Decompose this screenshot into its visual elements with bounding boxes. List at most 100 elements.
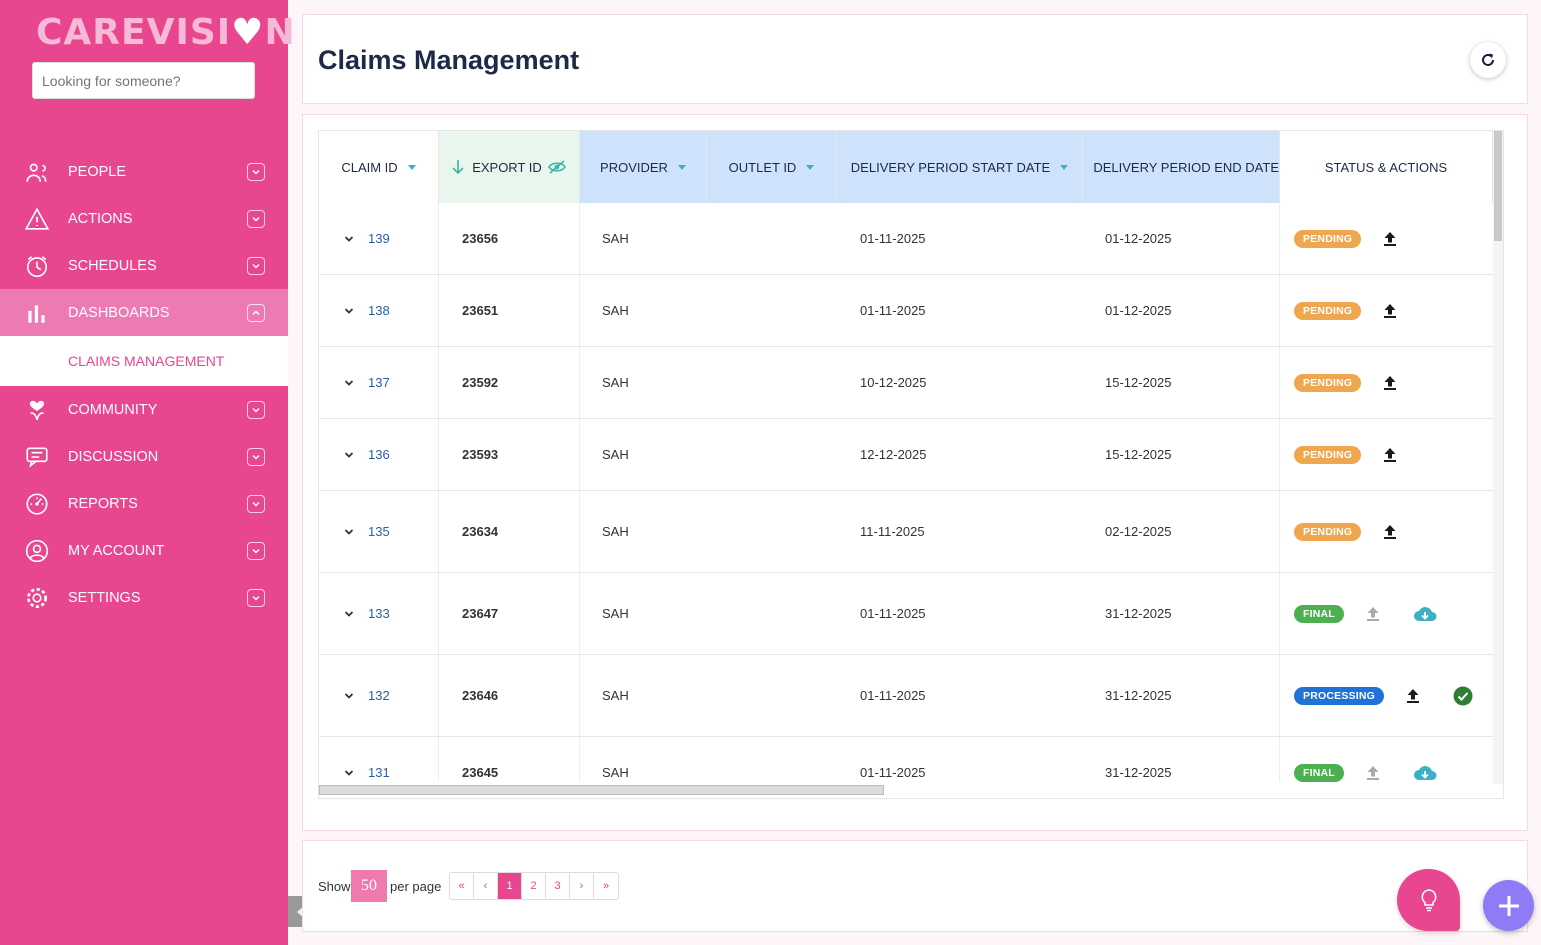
sort-caret-icon[interactable]: [677, 164, 686, 170]
cloud-download-icon[interactable]: [1413, 605, 1437, 623]
table-row[interactable]: 132 23646 SAH 01-11-2025 31-12-2025 PROCESSIN…: [319, 655, 1493, 737]
page-link[interactable]: «: [450, 873, 474, 899]
cell-end-date: 01-12-2025: [1083, 203, 1280, 274]
expand-toggle[interactable]: [247, 303, 265, 322]
add-claim-button[interactable]: [1483, 880, 1534, 931]
upload-icon[interactable]: [1383, 303, 1397, 319]
sidebar-item-my-account[interactable]: MY ACCOUNT: [0, 527, 288, 574]
page-link[interactable]: 2: [522, 873, 546, 899]
cell-start-date: 01-11-2025: [837, 275, 1083, 346]
cell-claim-id: 133: [319, 573, 439, 654]
column-header-end-date[interactable]: DELIVERY PERIOD END DATE: [1083, 131, 1280, 203]
cell-end-date: 31-12-2025: [1083, 573, 1280, 654]
column-header-status-actions[interactable]: STATUS & ACTIONS: [1280, 131, 1493, 203]
upload-icon[interactable]: [1366, 606, 1380, 622]
table-row[interactable]: 131 23645 SAH 01-11-2025 31-12-2025 FINAL: [319, 737, 1493, 784]
expand-toggle[interactable]: [247, 256, 265, 275]
sort-caret-icon[interactable]: [1060, 164, 1069, 170]
claim-id-link[interactable]: 133: [368, 606, 390, 621]
end-date: 31-12-2025: [1105, 765, 1172, 780]
cell-claim-id: 138: [319, 275, 439, 346]
carevision-logo[interactable]: CAREVISI♥N: [36, 12, 296, 53]
expand-toggle[interactable]: [247, 588, 265, 607]
upload-icon[interactable]: [1383, 375, 1397, 391]
upload-icon[interactable]: [1406, 688, 1420, 704]
expand-toggle[interactable]: [247, 447, 265, 466]
cell-provider: SAH: [580, 203, 707, 274]
status-badge: PROCESSING: [1294, 686, 1385, 705]
chevron-down-icon: [252, 501, 260, 507]
sort-caret-icon[interactable]: [407, 164, 416, 170]
table-row[interactable]: 136 23593 SAH 12-12-2025 15-12-2025 PENDING: [319, 419, 1493, 491]
sidebar-item-dashboards[interactable]: DASHBOARDS: [0, 289, 288, 336]
expand-row-chevron-icon[interactable]: [344, 307, 354, 315]
cell-provider: SAH: [580, 275, 707, 346]
cell-export-id: 23634: [439, 491, 580, 572]
claim-id-link[interactable]: 132: [368, 688, 390, 703]
page-link[interactable]: 1: [498, 873, 522, 899]
claim-id-link[interactable]: 139: [368, 231, 390, 246]
sort-caret-icon[interactable]: [806, 164, 815, 170]
check-circle-icon[interactable]: [1453, 686, 1473, 706]
cloud-download-icon[interactable]: [1413, 764, 1437, 782]
vertical-scrollbar[interactable]: [1493, 131, 1503, 784]
expand-row-chevron-icon[interactable]: [344, 528, 354, 536]
column-header-export-id[interactable]: EXPORT ID: [439, 131, 580, 203]
column-header-provider[interactable]: PROVIDER: [580, 131, 707, 203]
sidebar-subitem-claims-management[interactable]: CLAIMS MANAGEMENT: [0, 336, 288, 386]
horizontal-scroll-thumb[interactable]: [319, 785, 884, 795]
expand-row-chevron-icon[interactable]: [344, 769, 354, 777]
search-input[interactable]: [32, 62, 255, 99]
export-id: 23656: [462, 231, 499, 246]
column-header-start-date[interactable]: DELIVERY PERIOD START DATE: [837, 131, 1083, 203]
sidebar-item-settings[interactable]: SETTINGS: [0, 574, 288, 621]
horizontal-scrollbar[interactable]: [319, 782, 1493, 798]
claim-id-link[interactable]: 137: [368, 375, 390, 390]
refresh-icon: [1482, 53, 1494, 66]
expand-toggle[interactable]: [247, 162, 265, 181]
expand-row-chevron-icon[interactable]: [344, 235, 354, 243]
page-link[interactable]: »: [602, 880, 610, 892]
expand-toggle[interactable]: [247, 494, 265, 513]
upload-icon[interactable]: [1366, 765, 1380, 781]
claim-id-link[interactable]: 135: [368, 524, 390, 539]
expand-toggle[interactable]: [247, 400, 265, 419]
table-row[interactable]: 135 23634 SAH 11-11-2025 02-12-2025 PENDING: [319, 491, 1493, 573]
upload-icon[interactable]: [1383, 447, 1397, 463]
page-link[interactable]: 3: [546, 873, 570, 899]
vertical-scroll-thumb[interactable]: [1494, 131, 1502, 241]
sidebar-item-actions[interactable]: ACTIONS: [0, 195, 288, 242]
claim-id-link[interactable]: 138: [368, 303, 390, 318]
sidebar-item-community[interactable]: COMMUNITY: [0, 386, 288, 433]
expand-toggle[interactable]: [247, 541, 265, 560]
tips-button[interactable]: [1397, 869, 1460, 931]
table-row[interactable]: 138 23651 SAH 01-11-2025 01-12-2025 PENDING: [319, 275, 1493, 347]
lightbulb-icon: [1421, 889, 1436, 912]
start-date: 01-11-2025: [860, 606, 926, 621]
export-id: 23645: [462, 765, 499, 780]
eye-off-icon[interactable]: [547, 159, 567, 175]
column-header-outlet-id[interactable]: OUTLET ID: [707, 131, 837, 203]
page-link[interactable]: ›: [570, 873, 594, 899]
expand-row-chevron-icon[interactable]: [344, 379, 354, 387]
expand-toggle[interactable]: [247, 209, 265, 228]
per-page-select[interactable]: 50: [351, 870, 387, 902]
sidebar-item-people[interactable]: PEOPLE: [0, 148, 288, 195]
cell-end-date: 31-12-2025: [1083, 737, 1280, 784]
claim-id-link[interactable]: 136: [368, 447, 390, 462]
sidebar-item-reports[interactable]: REPORTS: [0, 480, 288, 527]
sidebar-item-discussion[interactable]: DISCUSSION: [0, 433, 288, 480]
refresh-button[interactable]: [1470, 42, 1506, 78]
column-header-claim-id[interactable]: CLAIM ID: [319, 131, 439, 203]
expand-row-chevron-icon[interactable]: [344, 451, 354, 459]
upload-icon[interactable]: [1383, 524, 1397, 540]
upload-icon[interactable]: [1383, 231, 1397, 247]
table-row[interactable]: 139 23656 SAH 01-11-2025 01-12-2025 PENDING: [319, 203, 1493, 275]
table-row[interactable]: 133 23647 SAH 01-11-2025 31-12-2025 FINAL: [319, 573, 1493, 655]
expand-row-chevron-icon[interactable]: [344, 692, 354, 700]
claim-id-link[interactable]: 131: [368, 765, 390, 780]
table-row[interactable]: 137 23592 SAH 10-12-2025 15-12-2025 PENDING: [319, 347, 1493, 419]
expand-row-chevron-icon[interactable]: [344, 610, 354, 618]
page-link[interactable]: ‹: [474, 873, 498, 899]
sidebar-item-schedules[interactable]: SCHEDULES: [0, 242, 288, 289]
